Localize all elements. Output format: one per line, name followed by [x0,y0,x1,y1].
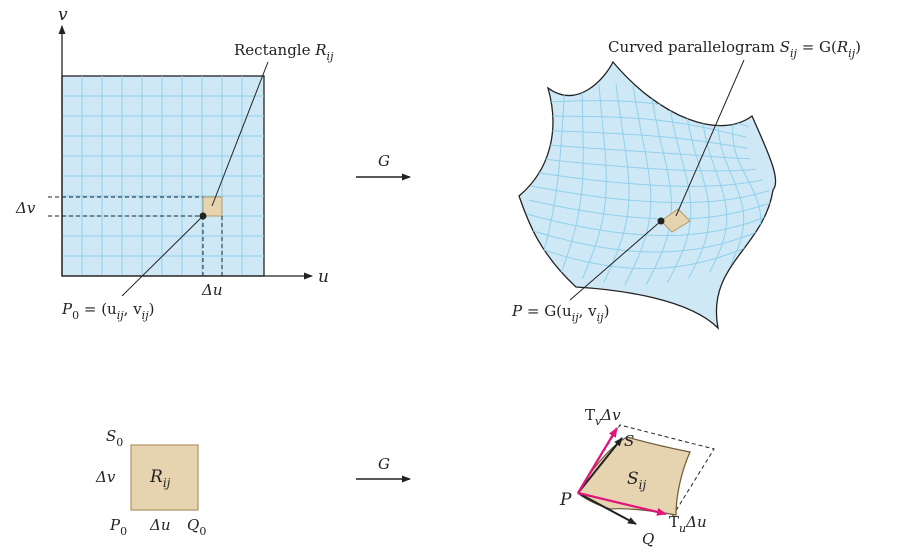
curved-grid-line-v [540,129,748,149]
script-s: S [780,38,790,56]
delta-u-label-small: Δu [149,516,171,534]
tv-t: T [585,406,595,424]
parallelogram-leader-line [675,59,745,217]
p0-coordinates-label: P0 = (uij, vij) [61,300,154,322]
q0-label: Q0 [187,516,206,538]
delta-guides [48,196,223,276]
curved-grid-line-v [535,157,756,172]
p-leader-line [569,220,662,301]
s-label: S [624,432,634,450]
sij-s: S [627,469,639,489]
tu-delta-u-label: TuΔu [669,513,707,535]
tv-sub: v [595,415,602,428]
parallelogram-sij [660,208,691,233]
rij-label-small: Rij [149,467,171,490]
secant-pq [577,492,637,525]
p0-p: P [61,300,73,318]
tv-delta-v-label: TvΔv [585,406,621,428]
p-ij-1: ij [572,311,580,324]
curved-grid-line-v [543,115,747,138]
curved-grid-line-v [523,222,776,253]
sij-sub: ij [639,478,647,492]
mapping-arrow-bottom-label: G [378,455,390,473]
tu-rest: Δu [685,513,707,531]
curved-grid-line-v [531,185,770,204]
tu-sub: u [679,522,686,535]
close-paren: ) [855,38,861,56]
script-r: R [836,38,848,56]
rectangle-leader-line [211,61,269,207]
p0-leader-line [121,215,204,297]
mapping-arrow-top-label: G [378,152,390,170]
tangent-vector-tu [577,491,667,516]
curved-grid-line-v [533,171,763,187]
curved-grid-line-v [521,232,776,270]
rij-sub: ij [163,476,171,490]
p0-ij-1: ij [117,309,125,322]
u-axis-label: u [318,267,329,287]
curved-text: Curved parallelogram [608,38,780,56]
curved-grid-line-v [526,211,776,237]
curved-grid-line-v [538,143,751,160]
curved-grid-lines [521,84,776,286]
r-sub-ij: ij [848,47,856,60]
p0-close: ) [149,300,155,318]
subscript-ij: ij [327,50,335,63]
curved-parallelogram-callout: Curved parallelogram Sij = G(Rij) [608,38,861,60]
q0-q: Q [187,516,199,534]
p0-label-small: P0 [109,516,127,538]
v-axis-label: v [58,5,68,25]
p-p: P [511,302,523,320]
q-label: Q [642,530,654,548]
secant-ps [577,437,623,494]
s0-sub: 0 [116,436,123,449]
p0-eq: = (u [79,300,117,318]
p0-ij-2: ij [142,309,150,322]
rectangle-rij-callout: Rectangle Rij [234,41,334,63]
mapping-arrow-bottom: G [356,455,411,483]
s-sub-ij: ij [790,47,798,60]
p-label: P [559,490,572,510]
s0-label: S0 [106,427,123,449]
tangent-vector-tv [577,427,618,494]
tu-t: T [669,513,679,531]
q0-sub: 0 [199,525,206,538]
script-r: R [314,41,326,59]
delta-v-label: Δv [15,199,36,217]
small-rectangle-panel: S0 Δv Rij P0 Δu Q0 [95,427,206,538]
p-ij-2: ij [597,311,605,324]
rij-r: R [149,467,163,487]
p-comma: , v [579,302,598,320]
rectangle-text: Rectangle [234,41,315,59]
tangent-parallelogram-dashed [577,424,715,518]
delta-v-label-small: Δv [95,468,116,486]
p-close: ) [604,302,610,320]
sij-label: Sij [627,469,646,492]
p-eq: = G(u [522,302,572,320]
mapping-arrow-top: G [356,152,411,181]
p0-comma: , v [124,300,143,318]
tv-rest: Δv [600,406,621,424]
delta-u-label: Δu [201,281,223,299]
rectangle-rij [202,196,223,217]
xy-image-panel: Curved parallelogram Sij = G(Rij) P = G(… [511,38,861,330]
s0-s: S [106,427,116,445]
rectangle-rij-enlarged [130,444,199,511]
p0s-p: P [109,516,121,534]
uv-plane-panel: v u Rectangle Rij Δv Δu P0 = (uij, vij) [15,5,334,322]
p0-sub-0: 0 [72,309,79,322]
eq-g: = G( [797,38,837,56]
p0s-sub: 0 [120,525,127,538]
tangent-vector-panel: TvΔv S Sij P Q TuΔu [559,406,715,548]
p-image-label: P = G(uij, vij) [511,302,609,324]
